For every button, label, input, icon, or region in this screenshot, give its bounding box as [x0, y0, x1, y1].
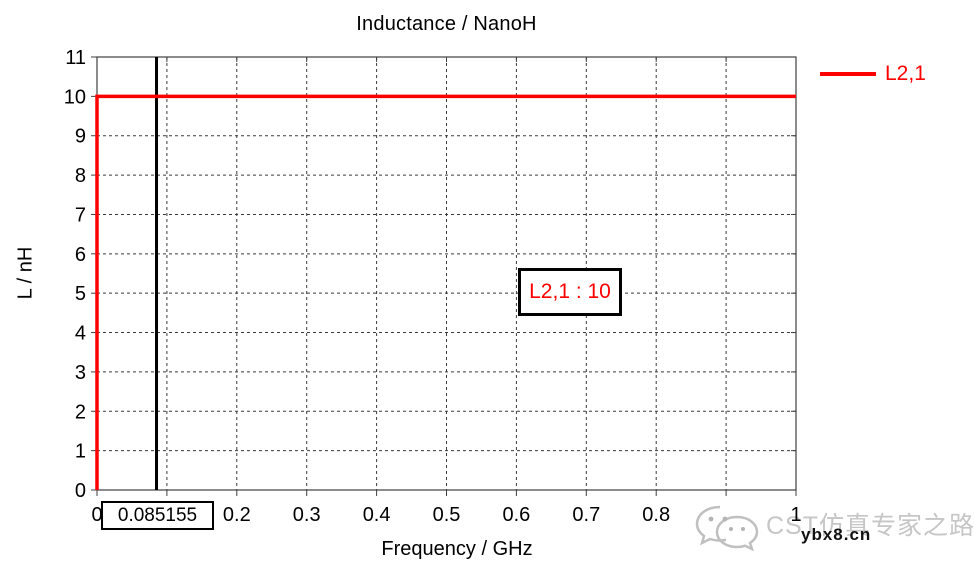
y-tick-label: 11	[65, 47, 86, 69]
x-tick-label: 0.4	[363, 504, 391, 526]
legend-label: L2,1	[885, 62, 926, 85]
watermark-brand-text: CST仿真专家之路	[766, 512, 975, 540]
legend-line-swatch	[820, 72, 876, 76]
curve-annotation-box[interactable]: L2,1 : 10	[518, 268, 622, 316]
curve-annotation-text: L2,1 : 10	[529, 280, 611, 303]
x-tick-label: 0.7	[572, 504, 600, 526]
x-tick-label: 0	[91, 504, 102, 526]
x-tick-label: 0.3	[293, 504, 321, 526]
y-tick-label: 1	[75, 441, 86, 463]
x-axis-label: Frequency / GHz	[381, 538, 533, 560]
x-tick-label: 0.5	[433, 504, 461, 526]
wechat-icon	[695, 505, 759, 551]
x-tick-label: 0.6	[502, 504, 530, 526]
x-tick-label: 0.2	[223, 504, 251, 526]
y-tick-label: 10	[64, 86, 86, 108]
y-tick-label: 4	[75, 323, 86, 345]
y-tick-label: 0	[75, 480, 86, 502]
chart-title: Inductance / NanoH	[356, 13, 537, 35]
x-tick-label: 0.8	[642, 504, 670, 526]
legend: L2,1	[820, 62, 926, 86]
y-tick-label: 6	[75, 244, 86, 266]
y-tick-label: 9	[75, 126, 86, 148]
y-tick-label: 7	[75, 204, 86, 226]
y-tick-label: 5	[75, 283, 86, 305]
x-tick-label: 1	[790, 504, 801, 526]
series-curve-L2,1[interactable]	[95, 94, 796, 490]
y-tick-label: 3	[75, 362, 86, 384]
marker-readout-value: 0.085155	[117, 504, 198, 526]
marker-readout-box[interactable]: 0.085155	[101, 501, 214, 530]
watermark-site-text: ybx8.cn	[801, 525, 872, 544]
y-tick-label: 2	[75, 401, 86, 423]
y-tick-label: 8	[75, 165, 86, 187]
